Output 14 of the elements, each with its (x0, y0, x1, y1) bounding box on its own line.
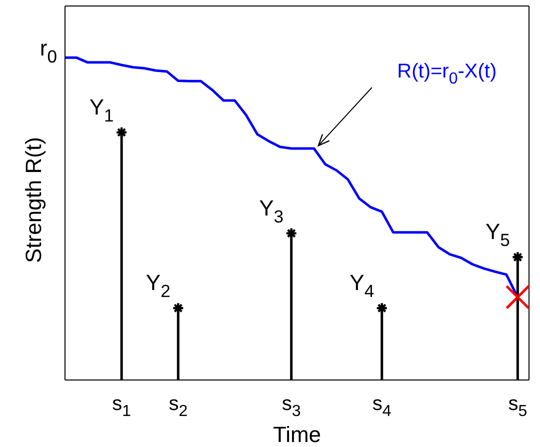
x-tick-label: s$_{4}$ (372, 393, 392, 420)
x-tick-label: s$_{1}$ (112, 393, 132, 420)
annotation: Y$_{1}$ (89, 94, 114, 126)
annotation: R(t)=r$_{0}$-X(t) (397, 60, 497, 88)
annotation: Y$_{3}$ (259, 195, 284, 226)
x-tick-label: s$_{3}$ (282, 393, 301, 420)
annotation: Y$_{5}$ (485, 219, 510, 250)
annotation: Y$_{4}$ (350, 270, 374, 302)
y-axis-title: Strength R(t) (20, 137, 46, 263)
annotation: Y$_{2}$ (146, 270, 170, 302)
x-axis-title: Time (272, 422, 322, 447)
x-tick-label: s$_{5}$ (508, 393, 528, 420)
text: r$_{0}$ (40, 36, 58, 67)
x-tick-label: s$_{2}$ (168, 393, 188, 420)
